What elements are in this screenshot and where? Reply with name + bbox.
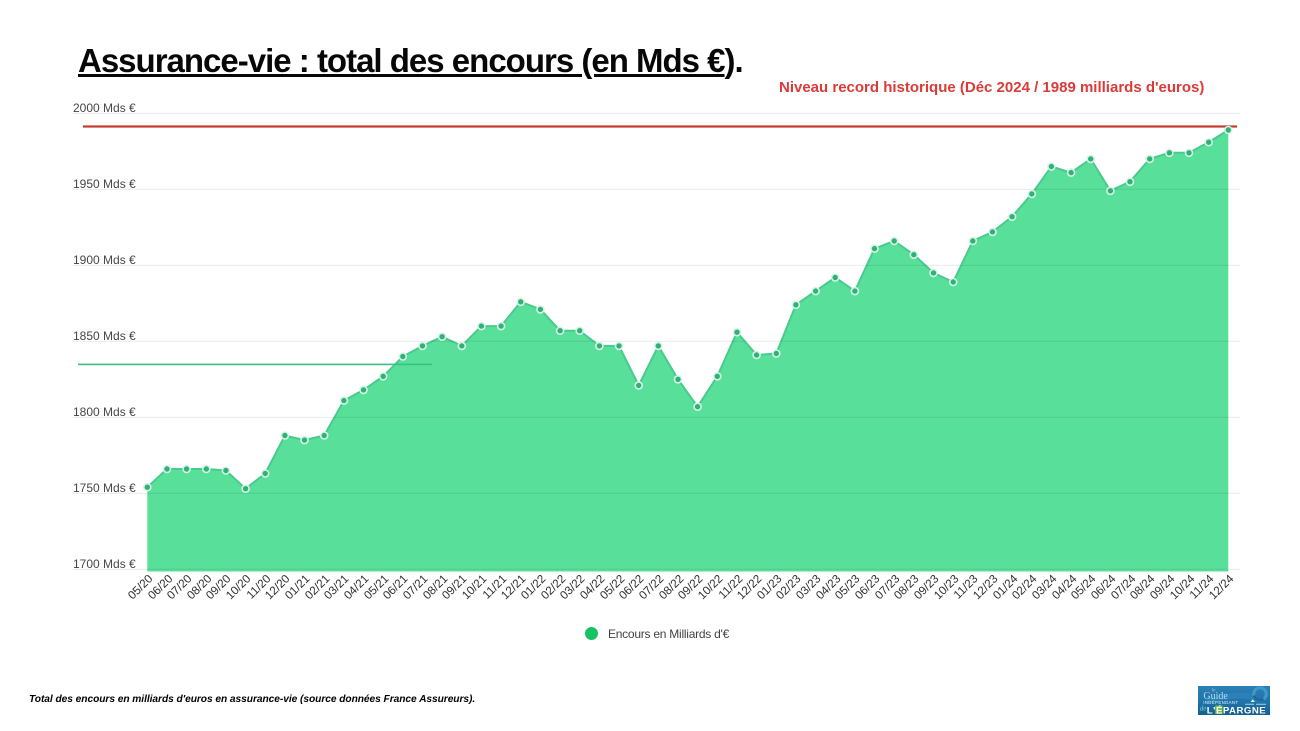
svg-text:de: de <box>1200 705 1207 713</box>
svg-text:Guide: Guide <box>1203 691 1228 702</box>
svg-text:INDÉPENDANT: INDÉPENDANT <box>1203 700 1238 705</box>
svg-text:L'ÉPARGNE: L'ÉPARGNE <box>1207 705 1266 715</box>
svg-text:le: le <box>1212 689 1216 694</box>
